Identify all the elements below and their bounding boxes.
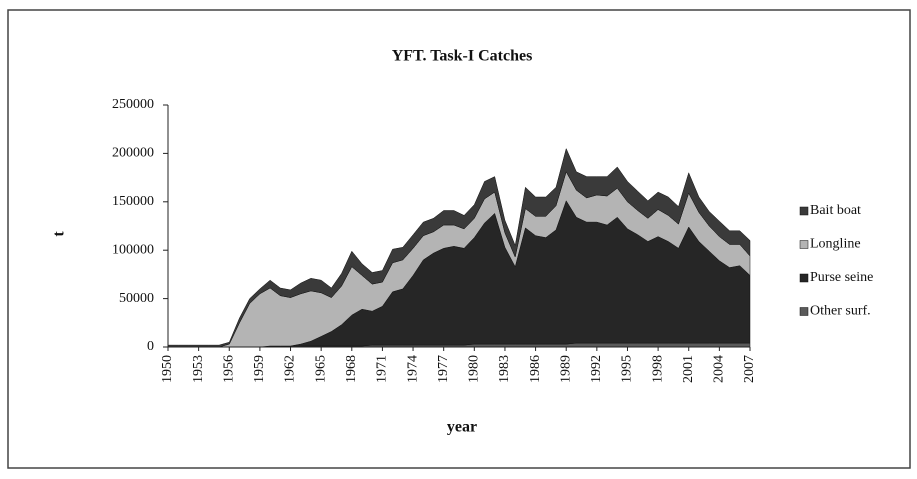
y-tick-label: 150000 — [112, 194, 154, 209]
x-tick-label: 1995 — [620, 355, 635, 383]
y-tick-label: 100000 — [112, 242, 154, 257]
legend-label: Bait boat — [810, 203, 861, 218]
x-tick-label: 1956 — [221, 355, 236, 383]
legend-label: Longline — [810, 237, 861, 252]
x-tick-label: 1959 — [252, 355, 267, 383]
legend-swatch — [799, 206, 809, 216]
x-tick-label: 1974 — [405, 355, 420, 383]
chart-border — [7, 9, 911, 469]
y-tick-label: 0 — [147, 339, 154, 354]
x-tick-label: 2001 — [681, 355, 696, 383]
y-tick-label: 50000 — [119, 291, 154, 306]
x-tick-label: 1986 — [528, 355, 543, 383]
x-tick-label: 1977 — [436, 355, 451, 383]
x-tick-label: 1992 — [589, 355, 604, 383]
x-tick-label: 2007 — [742, 355, 757, 383]
x-tick-label: 1953 — [191, 355, 206, 383]
legend-label: Other surf. — [810, 304, 871, 319]
x-tick-label: 1968 — [344, 355, 359, 383]
legend-swatch — [799, 273, 809, 283]
x-tick-label: 1980 — [467, 355, 482, 383]
x-tick-label: 1965 — [313, 355, 328, 383]
x-tick-label: 1971 — [375, 355, 390, 383]
x-axis-label: year — [447, 419, 477, 436]
chart-title: YFT. Task-I Catches — [392, 48, 533, 65]
x-tick-label: 1989 — [558, 355, 573, 383]
legend-swatch — [799, 307, 809, 316]
x-tick-label: 1950 — [160, 355, 175, 383]
legend-label: Purse seine — [810, 270, 873, 285]
x-tick-label: 1998 — [650, 355, 665, 383]
x-tick-label: 1983 — [497, 355, 512, 383]
x-tick-label: 1962 — [283, 355, 298, 383]
y-axis-label: t — [51, 231, 68, 237]
y-tick-label: 250000 — [112, 97, 154, 112]
legend-swatch — [799, 240, 809, 249]
x-tick-label: 2004 — [712, 355, 727, 383]
area — [167, 147, 751, 348]
y-tick-label: 200000 — [112, 146, 154, 161]
